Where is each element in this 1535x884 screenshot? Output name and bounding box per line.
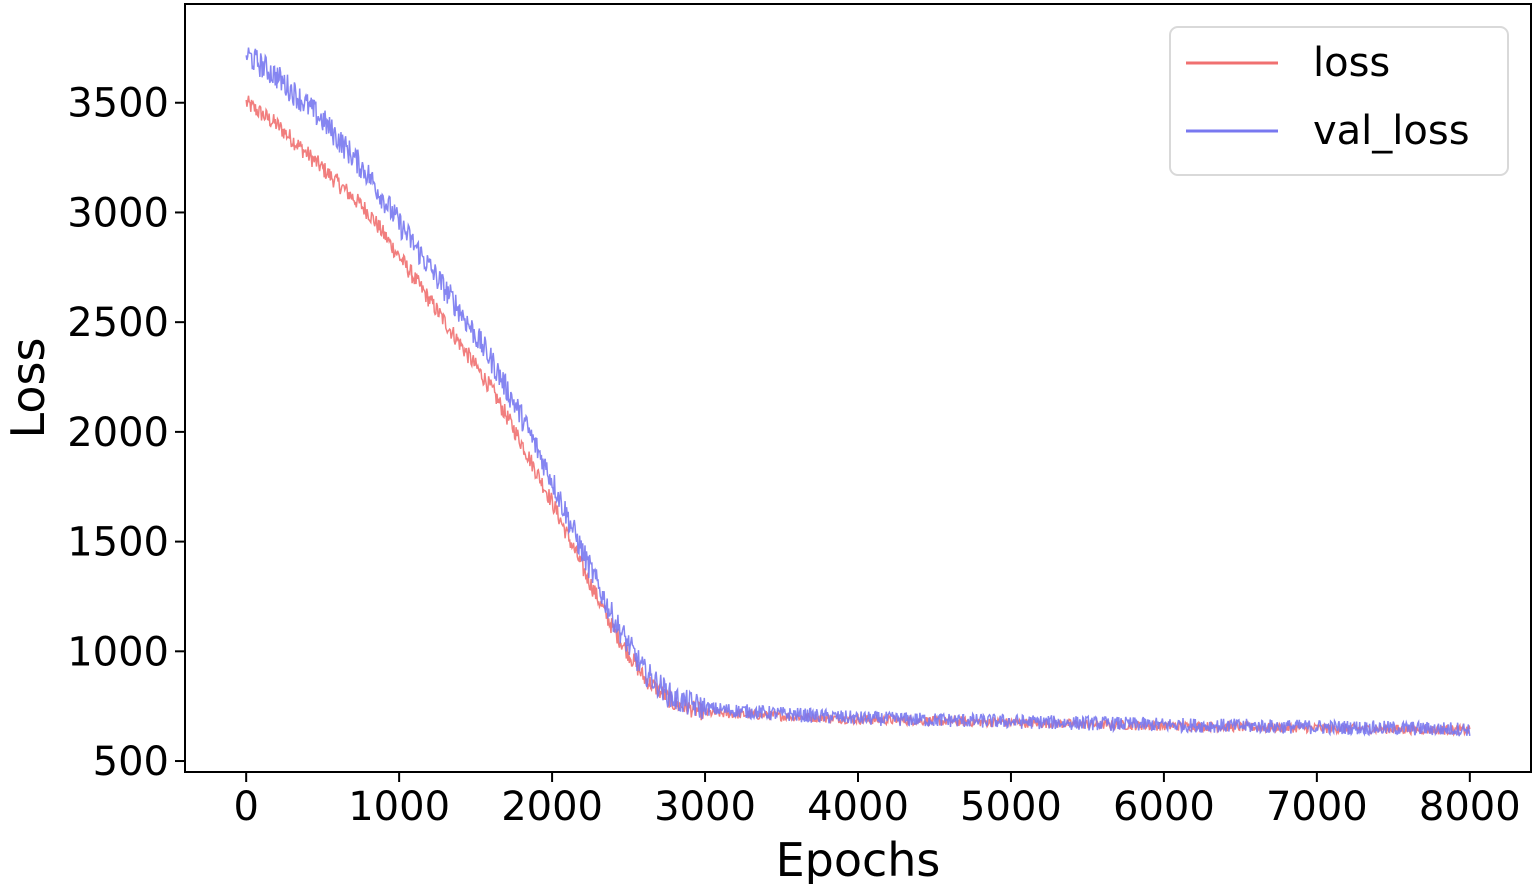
x-axis-title: Epochs xyxy=(776,833,941,884)
y-tick-label: 3500 xyxy=(67,81,169,127)
y-tick-label: 2500 xyxy=(67,300,169,346)
y-tick-label: 2000 xyxy=(67,410,169,456)
legend: loss val_loss xyxy=(1169,26,1509,176)
x-tick-label: 7000 xyxy=(1266,784,1368,830)
x-tick-label: 6000 xyxy=(1113,784,1215,830)
x-axis: 0 1000 2000 3000 4000 5000 6000 7000 8000 xyxy=(233,772,1521,830)
x-tick-label: 4000 xyxy=(807,784,909,830)
x-tick-label: 2000 xyxy=(501,784,603,830)
y-axis: 500 1000 1500 2000 2500 3000 3500 xyxy=(67,81,185,785)
series-line-loss xyxy=(245,95,1471,737)
x-tick-label: 5000 xyxy=(960,784,1062,830)
legend-label: val_loss xyxy=(1313,108,1470,154)
x-tick-label: 8000 xyxy=(1419,784,1521,830)
y-tick-label: 1000 xyxy=(67,629,169,675)
x-tick-label: 1000 xyxy=(348,784,450,830)
series-layer xyxy=(245,47,1471,737)
y-axis-title: Loss xyxy=(1,338,55,439)
x-tick-label: 0 xyxy=(233,784,258,830)
legend-label: loss xyxy=(1313,40,1390,86)
y-tick-label: 500 xyxy=(93,739,169,785)
x-tick-label: 3000 xyxy=(654,784,756,830)
series-line-val-loss xyxy=(245,47,1471,737)
y-tick-label: 3000 xyxy=(67,190,169,236)
y-tick-label: 1500 xyxy=(67,520,169,566)
